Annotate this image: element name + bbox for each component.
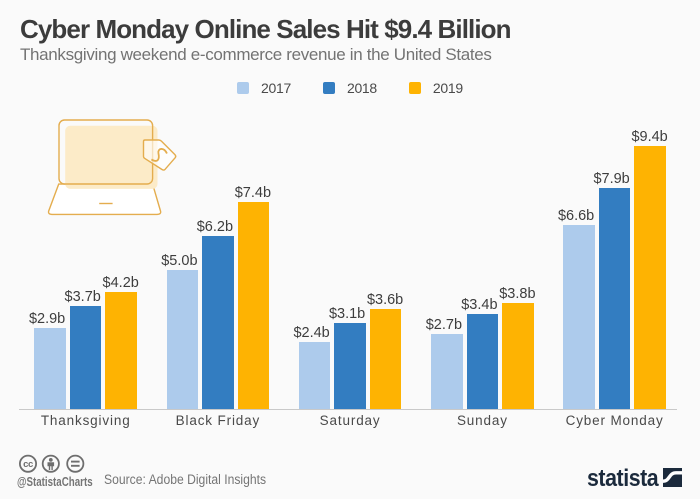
svg-text:cc: cc [23, 459, 34, 470]
